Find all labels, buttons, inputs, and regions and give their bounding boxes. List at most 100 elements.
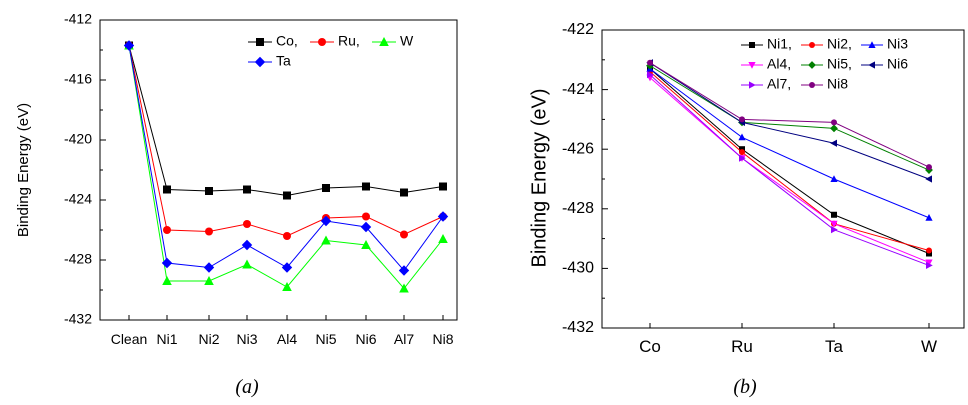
data-point [830, 124, 838, 133]
data-point [438, 234, 448, 243]
legend-marker [749, 42, 755, 48]
x-tick-label: Ni6 [355, 331, 376, 347]
legend-marker [809, 42, 815, 48]
data-point [321, 235, 331, 245]
series-co [125, 41, 447, 200]
x-tick-labels-b: Co Ru Ta W [639, 337, 937, 356]
legend-b: Ni1, Ni2, Ni3 Al4, Ni5, Ni6 Al7, Ni8 [741, 36, 908, 92]
data-point [361, 240, 371, 249]
data-point [831, 226, 838, 234]
data-point [739, 154, 746, 162]
y-tick-label: -426 [562, 140, 594, 157]
series-line [128, 45, 444, 290]
data-point [738, 133, 746, 141]
panel-caption-a: (a) [235, 376, 259, 398]
legend-label: Ni3 [887, 36, 908, 52]
series-ni2 [647, 68, 932, 254]
series-ta [123, 40, 449, 276]
x-tick-label: W [921, 337, 937, 356]
y-tick-label: -428 [562, 200, 594, 217]
y-tick-label: -416 [64, 71, 92, 87]
legend-label: Ni6 [887, 56, 908, 72]
data-point [362, 182, 370, 191]
series-ni8 [647, 59, 932, 171]
data-point [925, 175, 932, 183]
x-tick-label: Ta [825, 337, 844, 356]
x-tick-label: Al7 [394, 331, 414, 347]
series-line [649, 68, 930, 219]
data-point [399, 283, 409, 293]
legend-item: Ni3 [861, 36, 908, 52]
series-al7 [647, 71, 933, 270]
y-tick-labels-a: -412 -416 -420 -424 -428 -432 [64, 11, 92, 327]
legend-item: Ni5, [801, 56, 852, 72]
y-tick-marks-a [100, 19, 444, 321]
data-point [647, 71, 654, 79]
x-tick-label: Ni5 [315, 331, 336, 347]
legend-marker [868, 61, 875, 69]
data-point [830, 220, 838, 228]
legend-a: Co, Ru, W Ta [248, 33, 414, 69]
data-point [282, 282, 292, 291]
series-layer-a [123, 40, 449, 293]
legend-marker [749, 81, 756, 89]
legend-label: Al4, [767, 56, 791, 72]
data-point [647, 59, 653, 66]
data-point [830, 139, 837, 147]
y-tick-label: -430 [562, 260, 594, 277]
data-point [205, 227, 213, 236]
legend-item: Ni8 [801, 76, 848, 92]
y-tick-marks-b [602, 29, 930, 329]
data-point [281, 262, 293, 273]
series-ru [125, 41, 447, 240]
data-point [283, 232, 291, 240]
panel-a: -412 -416 -420 -424 -428 -432 Clean Ni1 Ni… [15, 11, 458, 398]
series-line [649, 65, 930, 171]
y-tick-label: -412 [64, 11, 92, 27]
x-tick-label: Ru [731, 337, 753, 356]
series-ni1 [647, 65, 932, 257]
data-point [205, 187, 213, 195]
y-tick-labels-b: -422 -424 -426 -428 -430 -432 [562, 21, 594, 336]
legend-item: Al7, [741, 76, 791, 92]
legend-item: Al4, [741, 56, 791, 72]
y-tick-label: -432 [64, 311, 92, 327]
series-layer-b [646, 59, 933, 270]
legend-marker [379, 37, 389, 46]
legend-label: Ru, [338, 33, 360, 49]
data-point [123, 40, 135, 51]
y-axis-label-a: Binding Energy (eV) [15, 103, 32, 237]
series-line [649, 71, 930, 252]
data-point [398, 265, 410, 276]
data-point [830, 175, 838, 182]
y-tick-label: -422 [562, 21, 594, 38]
legend-marker [808, 61, 816, 69]
x-tick-label: Co [639, 337, 661, 356]
data-point [163, 226, 171, 234]
legend-item: Ni1, [741, 36, 792, 52]
x-tick-label: Ni1 [156, 331, 177, 347]
data-point [437, 211, 449, 222]
data-point [242, 259, 252, 269]
y-tick-label: -424 [562, 81, 594, 98]
legend-item: Ni2, [801, 36, 852, 52]
legend-marker [809, 82, 815, 88]
x-tick-label: Ni3 [236, 331, 257, 347]
legend-marker [256, 38, 264, 46]
panel-b: -422 -424 -426 -428 -430 -432 Co Ru Ta W Bi… [528, 21, 965, 398]
data-point [204, 276, 214, 285]
data-point [925, 259, 933, 267]
legend-item: Co, [248, 33, 298, 49]
series-line [649, 62, 930, 180]
data-point [926, 164, 932, 171]
data-point [362, 212, 370, 221]
y-tick-label: -420 [64, 131, 92, 147]
y-tick-label: -424 [64, 191, 92, 207]
legend-marker [748, 62, 756, 69]
x-tick-label: Clean [111, 331, 148, 347]
data-point [320, 215, 332, 227]
series-line [649, 68, 930, 254]
data-point [739, 149, 745, 156]
data-point [360, 221, 372, 233]
